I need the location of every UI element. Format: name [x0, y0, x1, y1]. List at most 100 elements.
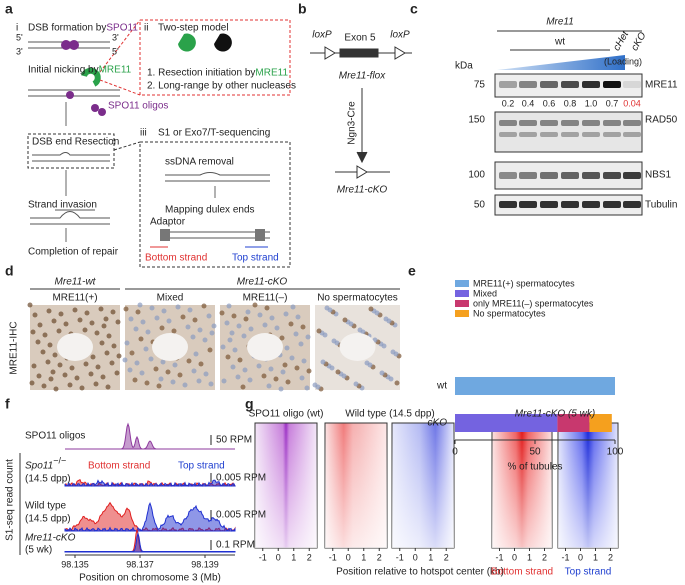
label: Strand invasion: [28, 200, 97, 211]
cell: [84, 310, 90, 316]
cell: [224, 320, 230, 326]
cell: [56, 328, 62, 334]
band: [499, 120, 517, 126]
cell: [306, 368, 312, 374]
cell: [51, 318, 57, 324]
label: MRE11: [99, 65, 132, 76]
x-axis-label: % of tubules: [507, 462, 562, 473]
band: [540, 172, 558, 179]
label: iii: [140, 128, 147, 139]
cell: [394, 380, 400, 386]
label: SPO11 oligos: [108, 101, 168, 112]
label: (14.5 dpp): [25, 474, 71, 485]
cell: [290, 304, 296, 310]
panel-label: e: [408, 263, 416, 279]
cell: [198, 361, 204, 367]
cell: [90, 354, 96, 360]
label: 0.6: [543, 98, 556, 108]
cell: [331, 338, 337, 344]
cell: [248, 326, 254, 332]
panel-label: a: [5, 1, 13, 17]
band: [603, 172, 621, 179]
cell: [48, 376, 54, 382]
cell: [227, 337, 233, 343]
band: [582, 132, 600, 137]
label: 0.7: [606, 98, 619, 108]
label: 2: [377, 552, 382, 562]
label: -1: [396, 552, 404, 562]
x-tick-label: 50: [529, 447, 541, 458]
cell: [208, 381, 214, 387]
cell: [288, 321, 294, 327]
cell: [31, 363, 37, 369]
label: Bottom strand: [491, 567, 553, 578]
cell: [93, 381, 99, 387]
cell: [220, 344, 226, 350]
band: [582, 81, 600, 88]
cell: [191, 368, 197, 374]
label: Bottom strand: [145, 253, 207, 264]
cell: [257, 312, 263, 318]
cell: [95, 364, 101, 370]
blot-bands: [499, 81, 641, 208]
label: cKO: [629, 30, 648, 53]
cell: [137, 302, 143, 308]
label: 5': [112, 46, 119, 56]
label: 3': [16, 46, 23, 56]
y-tick-label: cKO: [428, 418, 448, 429]
band: [499, 132, 517, 137]
band: [499, 201, 517, 208]
label: 98.135: [61, 559, 89, 569]
cell: [264, 305, 270, 311]
cell: [182, 382, 188, 388]
label: MRE11: [255, 68, 288, 79]
y-tick-label: wt: [436, 381, 447, 392]
label: 50 RPM: [216, 435, 252, 446]
label: Tubulin: [645, 200, 677, 211]
label: ii: [144, 23, 148, 34]
cell: [232, 347, 238, 353]
x-tick-label: 100: [607, 447, 624, 458]
label: Mre11-cKO (5 wk): [515, 409, 595, 420]
bar: [557, 414, 590, 432]
label: 2: [542, 552, 547, 562]
cell: [342, 317, 348, 323]
cell: [170, 379, 176, 385]
label: Top strand: [565, 567, 612, 578]
cell: [144, 380, 150, 386]
cell: [50, 369, 56, 375]
cell: [252, 302, 258, 308]
cell: [88, 371, 94, 377]
label: 0.005 RPM: [216, 473, 266, 484]
cell: [289, 355, 295, 361]
label: 1: [361, 552, 366, 562]
label: RAD50: [645, 115, 678, 126]
band: [519, 120, 537, 126]
label: Initial nicking by: [28, 65, 99, 76]
band: [623, 201, 641, 208]
cell: [274, 325, 280, 331]
lumen: [247, 333, 283, 361]
label: 1: [291, 552, 296, 562]
cell: [135, 309, 141, 315]
cell: [158, 376, 164, 382]
label: 1. Resection initiation by: [147, 68, 255, 79]
cell: [187, 307, 193, 313]
band: [519, 201, 537, 208]
band: [603, 120, 621, 126]
cell: [129, 350, 135, 356]
label: 2. Long-range by other nucleases: [147, 81, 296, 92]
lumen: [339, 333, 376, 361]
cell: [143, 346, 149, 352]
cell: [206, 313, 212, 319]
cell: [203, 371, 209, 377]
cell: [256, 363, 262, 369]
cell: [74, 375, 80, 381]
label: loxP: [390, 30, 410, 41]
label: Mixed: [157, 293, 184, 304]
x-tick-label: 0: [452, 447, 458, 458]
cell: [46, 308, 52, 314]
label: Ngn3-Cre: [347, 101, 358, 145]
label: 0.1 RPM: [216, 540, 255, 551]
